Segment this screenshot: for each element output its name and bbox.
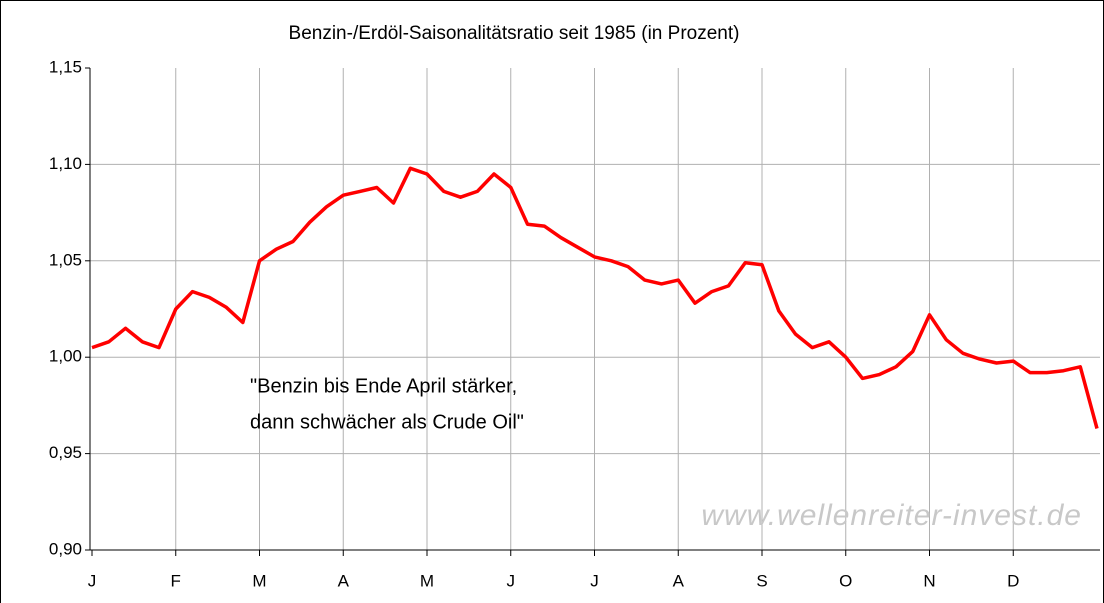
x-tick-label: J xyxy=(88,571,97,590)
x-tick-label: N xyxy=(923,571,935,590)
x-tick-label: J xyxy=(507,571,516,590)
y-tick-label: 1,05 xyxy=(49,250,82,269)
annotation: dann schwächer als Crude Oil" xyxy=(250,411,524,433)
x-tick-label: O xyxy=(839,571,852,590)
x-tick-label: J xyxy=(590,571,599,590)
watermark: www.wellenreiter-invest.de xyxy=(701,499,1082,532)
data-line xyxy=(91,166,1099,429)
x-tick-label: D xyxy=(1007,571,1019,590)
x-tick-label: A xyxy=(338,571,350,590)
x-tick-label: S xyxy=(756,571,767,590)
x-tick-label: F xyxy=(171,571,181,590)
x-tick-label: M xyxy=(252,571,266,590)
chart-title: Benzin-/Erdöl-Saisonalitätsratio seit 19… xyxy=(289,23,740,44)
y-tick-label: 1,00 xyxy=(49,347,82,366)
x-tick-label: M xyxy=(420,571,434,590)
y-tick-label: 1,15 xyxy=(49,57,82,76)
x-tick-label: A xyxy=(673,571,685,590)
y-tick-label: 0,90 xyxy=(49,539,82,558)
annotation: "Benzin bis Ende April stärker, xyxy=(250,375,517,397)
y-tick-label: 0,95 xyxy=(49,443,82,462)
y-tick-label: 1,10 xyxy=(49,154,82,173)
